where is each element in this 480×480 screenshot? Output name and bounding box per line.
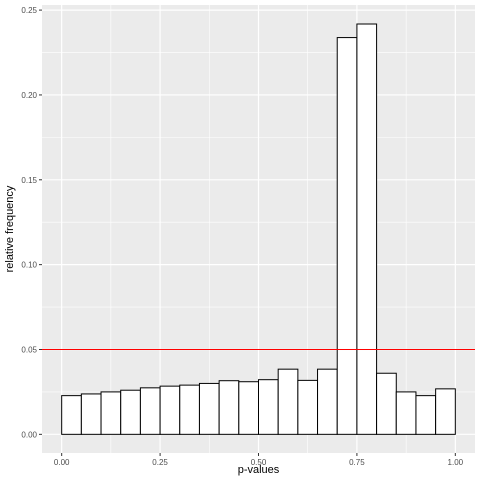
y-axis-title: relative frequency xyxy=(4,185,16,272)
histogram-bar xyxy=(376,372,397,435)
histogram-bar xyxy=(356,23,378,435)
histogram-bar xyxy=(120,389,141,435)
x-tick-label: 0.25 xyxy=(152,458,168,467)
x-tick-label: 1.00 xyxy=(448,458,464,467)
histogram-bar xyxy=(317,368,338,435)
histogram-bar xyxy=(198,382,220,435)
y-axis: 0.00 0.05 0.10 0.15 0.20 0.25 xyxy=(21,6,42,439)
y-tick-label: 0.00 xyxy=(21,430,37,439)
histogram-bar xyxy=(139,387,161,435)
histogram-bar xyxy=(100,391,122,435)
histogram-bar xyxy=(435,388,456,435)
histogram-bar xyxy=(277,368,299,435)
x-tick-label: 0.50 xyxy=(251,458,267,467)
histogram-bar xyxy=(218,380,240,435)
histogram-bar xyxy=(336,37,358,435)
histogram-bar xyxy=(80,393,102,435)
histogram-bar xyxy=(297,379,319,435)
x-axis: 0.00 0.25 0.50 0.75 1.00 xyxy=(54,453,464,467)
histogram-bar xyxy=(179,384,200,435)
histogram-bar xyxy=(395,391,417,435)
y-tick-label: 0.25 xyxy=(21,6,37,15)
y-tick-label: 0.10 xyxy=(21,261,37,270)
histogram-bar xyxy=(61,395,82,435)
x-tick-label: 0.00 xyxy=(54,458,70,467)
y-tick-label: 0.15 xyxy=(21,176,37,185)
histogram-bar xyxy=(238,381,259,435)
y-tick-label: 0.05 xyxy=(21,345,37,354)
histogram-bar xyxy=(159,385,181,435)
x-tick-label: 0.75 xyxy=(349,458,365,467)
histogram-bar xyxy=(258,379,279,435)
histogram-bars xyxy=(61,23,456,435)
histogram-bar xyxy=(415,395,437,435)
y-tick-label: 0.20 xyxy=(21,91,37,100)
x-axis-title: p-values xyxy=(238,464,280,476)
